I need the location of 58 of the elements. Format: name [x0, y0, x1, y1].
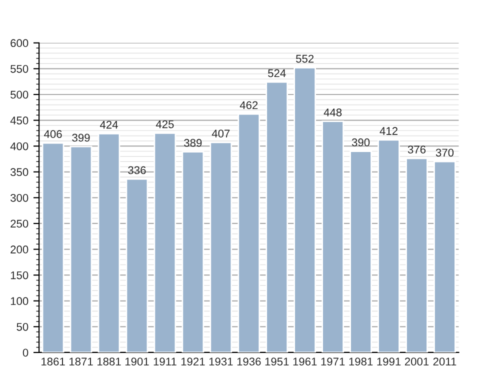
y-tick-label: 450 — [10, 116, 28, 124]
data-label: 376 — [408, 146, 426, 154]
bar — [266, 81, 288, 352]
data-label: 389 — [184, 138, 202, 147]
x-tick-label: 1921 — [181, 358, 205, 366]
bar — [378, 139, 400, 352]
y-tick-label: 200 — [10, 246, 28, 254]
x-tick-label: 1881 — [97, 358, 121, 366]
bar — [182, 151, 204, 352]
x-tick-label: 1901 — [125, 358, 149, 366]
y-tick-label: 500 — [10, 90, 28, 99]
x-tick-label: 1861 — [42, 358, 65, 366]
bar — [210, 142, 232, 352]
bar — [434, 160, 456, 352]
y-tick-label: 100 — [10, 297, 28, 306]
bar — [294, 66, 316, 352]
data-label: 524 — [268, 69, 286, 78]
x-tick-label: 1961 — [293, 358, 317, 366]
x-tick-label: 1936 — [237, 358, 261, 366]
y-tick-label: 550 — [10, 64, 28, 73]
x-tick-label: 1931 — [209, 358, 233, 366]
x-tick-label: 1871 — [70, 358, 93, 366]
y-tick-label: 400 — [10, 142, 28, 150]
bar — [126, 178, 148, 352]
data-label: 448 — [324, 108, 342, 116]
bar — [350, 150, 372, 352]
data-label: 399 — [72, 134, 90, 142]
data-label: 370 — [436, 148, 454, 157]
y-tick-label: 300 — [10, 194, 28, 202]
x-tick-label: 1971 — [321, 358, 345, 366]
bar — [42, 142, 64, 352]
data-label: 407 — [212, 130, 230, 138]
y-tick-label: 50 — [16, 322, 28, 331]
data-label: 462 — [240, 101, 258, 110]
bar — [322, 120, 344, 352]
x-tick-label: 1981 — [349, 358, 373, 366]
x-tick-label: 1911 — [154, 358, 176, 366]
data-label: 390 — [352, 138, 370, 146]
bar — [406, 158, 428, 352]
y-tick-label: 350 — [10, 168, 28, 176]
x-tick-label: 1991 — [377, 358, 401, 366]
data-label: 425 — [156, 120, 174, 128]
bar — [98, 133, 120, 352]
x-tick-label: 1951 — [265, 358, 289, 366]
data-label: 406 — [44, 130, 62, 138]
x-tick-label: 2001 — [404, 358, 429, 366]
x-tick-label: 2011 — [433, 358, 456, 366]
y-tick-label: 600 — [10, 39, 28, 48]
y-tick-label: 250 — [10, 220, 28, 228]
bar — [238, 113, 260, 352]
bar — [154, 132, 176, 352]
data-label: 412 — [380, 127, 398, 135]
y-tick-label: 150 — [10, 271, 28, 280]
data-label: 552 — [296, 54, 314, 63]
data-label: 336 — [128, 166, 146, 174]
bar — [70, 146, 92, 352]
y-tick-label: 0 — [22, 348, 28, 357]
data-label: 424 — [100, 120, 118, 129]
